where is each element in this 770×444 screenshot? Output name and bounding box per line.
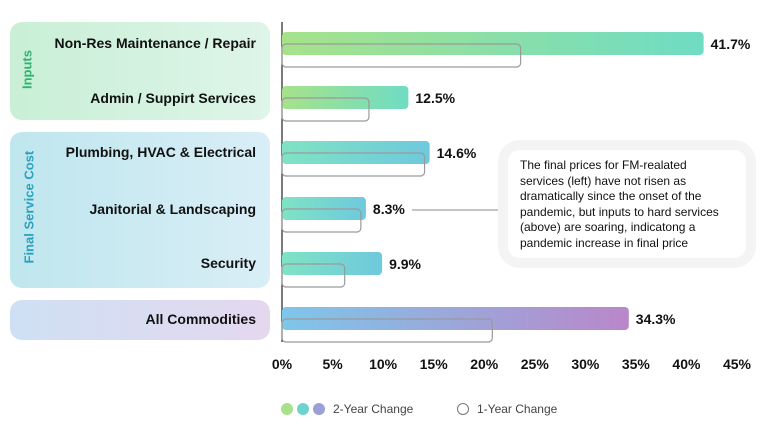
x-tick-label-6: 30% <box>571 356 600 372</box>
value-label-0: 41.7% <box>711 36 751 52</box>
legend-label-two-year: 2-Year Change <box>333 402 414 416</box>
group-all-commodities-panel <box>10 300 270 340</box>
bar-one-year-4 <box>281 263 346 288</box>
x-tick-label-3: 15% <box>420 356 449 372</box>
value-label-4: 9.9% <box>389 256 421 272</box>
legend-one-year: 1-Year Change <box>457 402 557 416</box>
value-label-3: 8.3% <box>373 201 405 217</box>
legend-outline-circle-icon <box>457 403 469 415</box>
bar-one-year-5 <box>281 318 493 343</box>
annotation-callout: The final prices for FM-realated service… <box>508 150 746 258</box>
x-tick-label-5: 25% <box>521 356 550 372</box>
value-label-5: 34.3% <box>636 311 676 327</box>
legend-label-one-year: 1-Year Change <box>477 402 558 416</box>
bar-one-year-0 <box>281 43 522 68</box>
x-tick-label-1: 5% <box>322 356 343 372</box>
legend-two-year: 2-Year Change <box>281 402 413 416</box>
legend-dot-teal <box>297 403 309 415</box>
x-tick-label-8: 40% <box>672 356 701 372</box>
legend-dot-green <box>281 403 293 415</box>
category-label-admin-support: Admin / Suppirt Services <box>90 90 256 106</box>
category-label-plumbing-hvac: Plumbing, HVAC & Electrical <box>65 144 256 160</box>
bar-one-year-1 <box>281 97 370 122</box>
bar-one-year-3 <box>281 208 362 233</box>
x-tick-label-0: 0% <box>272 356 293 372</box>
x-tick-label-2: 10% <box>369 356 398 372</box>
x-tick-label-7: 35% <box>622 356 651 372</box>
value-label-1: 12.5% <box>415 90 455 106</box>
x-tick-label-4: 20% <box>470 356 499 372</box>
category-label-all-commodities: All Commodities <box>145 311 256 327</box>
group-inputs-panel <box>10 22 270 120</box>
category-label-security: Security <box>200 255 256 271</box>
category-label-janitorial: Janitorial & Landscaping <box>89 201 256 217</box>
x-tick-label-9: 45% <box>723 356 752 372</box>
value-label-2: 14.6% <box>437 145 477 161</box>
legend-dot-purple <box>313 403 325 415</box>
category-label-nonres-maintenance: Non-Res Maintenance / Repair <box>54 35 257 51</box>
group-final-service-panel <box>10 132 270 288</box>
bar-one-year-2 <box>281 152 426 177</box>
